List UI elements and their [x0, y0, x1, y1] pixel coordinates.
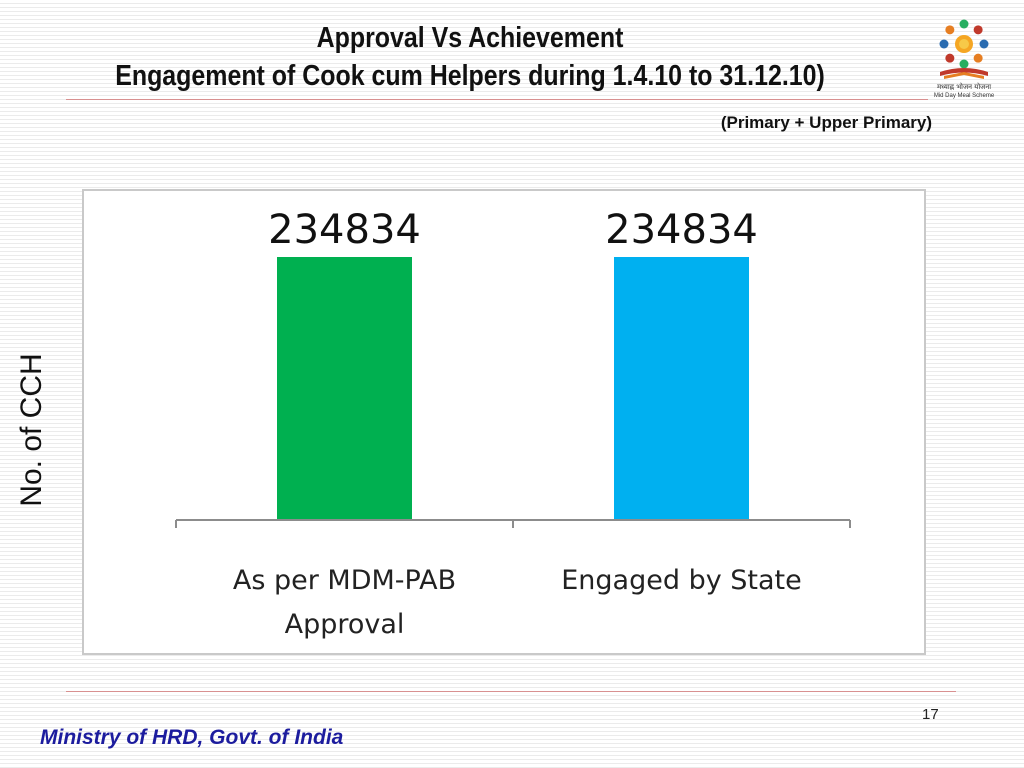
y-axis-label: No. of CCH — [15, 353, 48, 507]
footer-ministry: Ministry of HRD, Govt. of India — [40, 726, 344, 749]
bar-chart: 234834 As per MDM-PAB Approval 234834 Engage… — [175, 207, 851, 640]
category-label-1-line-1: As per MDM-PAB — [233, 565, 456, 596]
title-divider — [66, 99, 928, 100]
chart-area: 234834 As per MDM-PAB Approval 234834 Engage… — [82, 189, 926, 655]
slide-title-line1: Approval Vs Achievement — [316, 22, 624, 54]
logo-caption: Mid Day Meal Scheme — [934, 93, 995, 99]
footer-divider — [66, 691, 956, 692]
slide-title-line2: Engagement of Cook cum Helpers during 1.… — [115, 60, 825, 92]
data-label-1: 234834 — [268, 207, 421, 253]
slide-subtitle: (Primary + Upper Primary) — [720, 113, 932, 132]
bar-1 — [277, 257, 412, 520]
bar-2 — [614, 257, 749, 520]
mid-day-meal-logo: मध्याह्न भोजन योजना Mid Day Meal Scheme — [926, 14, 1002, 100]
page-number: 17 — [922, 706, 939, 723]
mid-day-meal-logo-icon: मध्याह्न भोजन योजना Mid Day Meal Scheme — [934, 19, 995, 99]
logo-caption-hindi: मध्याह्न भोजन योजना — [937, 82, 991, 91]
category-label-2-line-1: Engaged by State — [561, 565, 802, 596]
data-label-2: 234834 — [605, 207, 758, 253]
category-label-1-line-2: Approval — [285, 609, 405, 640]
